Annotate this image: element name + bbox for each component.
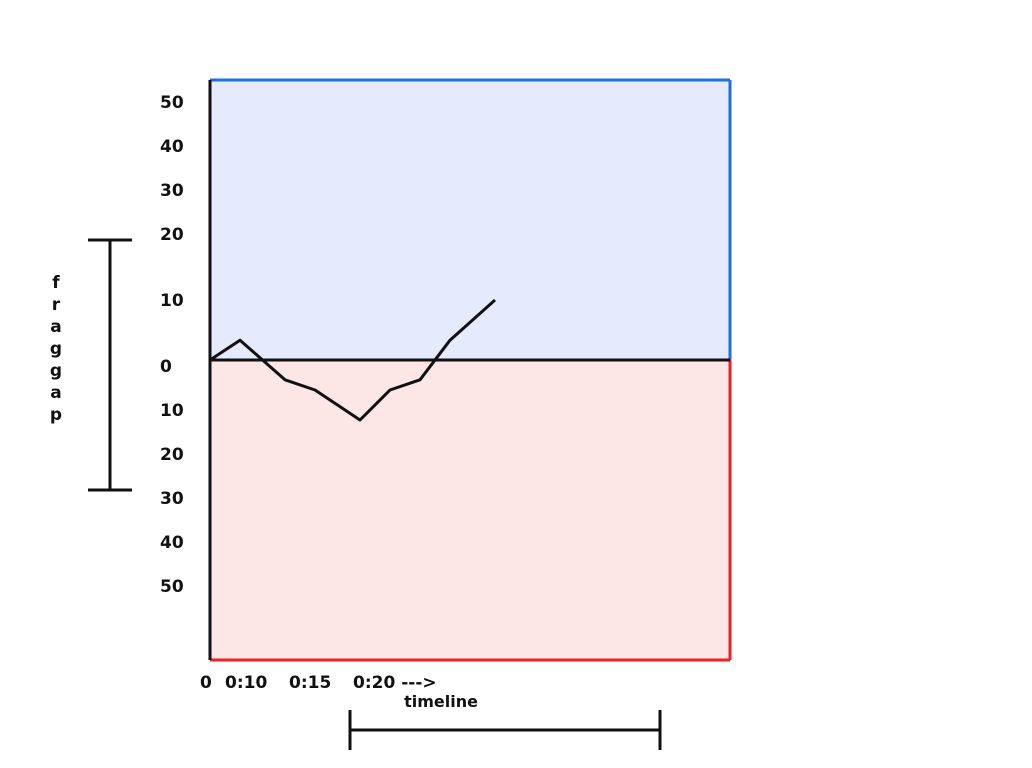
y-tick-label: 50 (160, 93, 184, 113)
y-tick-label: 10 (160, 401, 184, 421)
y-axis-label-letter: a (50, 317, 61, 337)
y-tick-label: 40 (160, 533, 184, 553)
chart-regions (208, 78, 732, 662)
y-tick-label: 20 (160, 225, 184, 245)
x-tick-label: 0:20 ---> (353, 673, 437, 693)
y-tick-label: 10 (160, 291, 184, 311)
y-axis-tick-labels: 50 40 30 20 10 0 10 20 30 40 50 (160, 93, 184, 597)
upper-region (210, 80, 730, 360)
y-axis-label-letter: p (50, 405, 62, 425)
y-tick-label: 20 (160, 445, 184, 465)
y-tick-label: 30 (160, 489, 184, 509)
y-axis-label-letter: g (50, 339, 62, 359)
x-axis-tick-labels: 0 0:10 0:15 0:20 ---> (200, 673, 437, 693)
x-axis-label: timeline (404, 692, 478, 711)
x-tick-label: 0:15 (289, 673, 331, 693)
fraggap-bracket (88, 238, 132, 492)
series-line (209, 298, 496, 422)
x-tick-label: 0:10 (225, 673, 267, 693)
y-axis-label-letter: f (52, 273, 60, 293)
x-tick-label: 0 (200, 673, 212, 693)
series-group (209, 298, 496, 422)
y-tick-label: 50 (160, 577, 184, 597)
y-axis-label-letter: r (52, 295, 61, 315)
lower-region (210, 360, 730, 660)
y-tick-label: 0 (160, 357, 172, 377)
y-tick-label: 30 (160, 181, 184, 201)
y-axis-label-letter: g (50, 361, 62, 381)
timeline-bracket (348, 710, 662, 750)
y-tick-label: 40 (160, 137, 184, 157)
y-axis-label-letter: a (50, 383, 61, 403)
